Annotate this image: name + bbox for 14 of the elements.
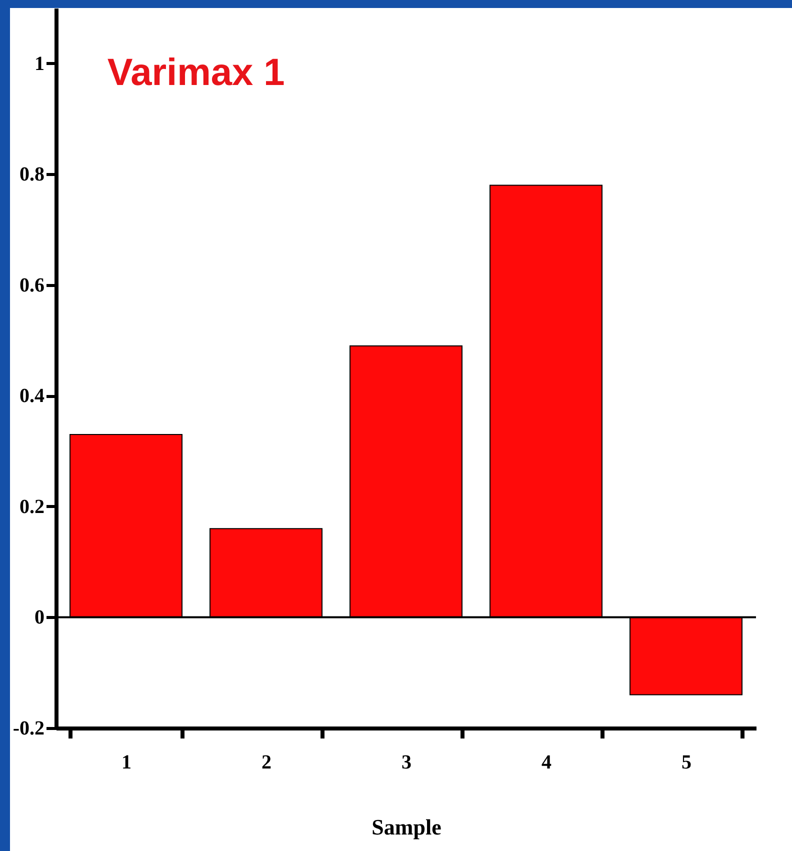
x-tick-label: 4 [542,752,552,774]
y-tick-label: 0.8 [20,164,44,186]
y-tick-label: 0 [34,606,44,629]
y-tick-label: 0.6 [20,274,44,296]
x-tick-label: 3 [402,752,412,774]
y-tick-label: 0.2 [20,496,44,518]
x-tick-label: 2 [262,752,272,774]
text: Varimax 1 [107,52,285,94]
x-tick-label: 1 [122,752,132,774]
y-tick-label: -0.2 [12,718,44,740]
x-axis-title: Sample [372,814,442,840]
y-tick-label: 1 [34,52,44,75]
y-tick-label: 0.4 [20,385,44,408]
x-tick-label: 5 [682,752,692,774]
